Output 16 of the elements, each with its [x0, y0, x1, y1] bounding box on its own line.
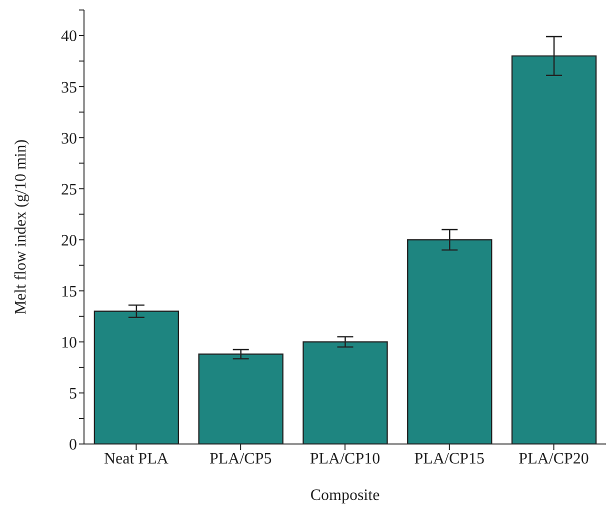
- y-tick-label: 15: [61, 284, 77, 301]
- y-tick-label: 25: [61, 181, 77, 198]
- x-tick-label: PLA/CP15: [414, 450, 485, 468]
- x-tick-label: Neat PLA: [104, 450, 169, 468]
- y-tick-label: 0: [69, 436, 77, 454]
- y-axis-title: Melt flow index (g/10 min): [12, 139, 30, 315]
- y-tick-label: 40: [61, 28, 77, 46]
- y-tick-label: 5: [69, 386, 77, 403]
- x-axis-title: Composite: [310, 487, 380, 504]
- y-tick-label: 20: [61, 232, 77, 250]
- y-tick-label: 30: [61, 130, 77, 148]
- x-tick-label: PLA/CP5: [209, 450, 272, 468]
- x-tick-label: PLA/CP20: [518, 450, 589, 468]
- y-tick-label: 10: [61, 334, 77, 352]
- x-tick-label: PLA/CP10: [310, 450, 380, 468]
- y-tick-label: 35: [61, 79, 77, 96]
